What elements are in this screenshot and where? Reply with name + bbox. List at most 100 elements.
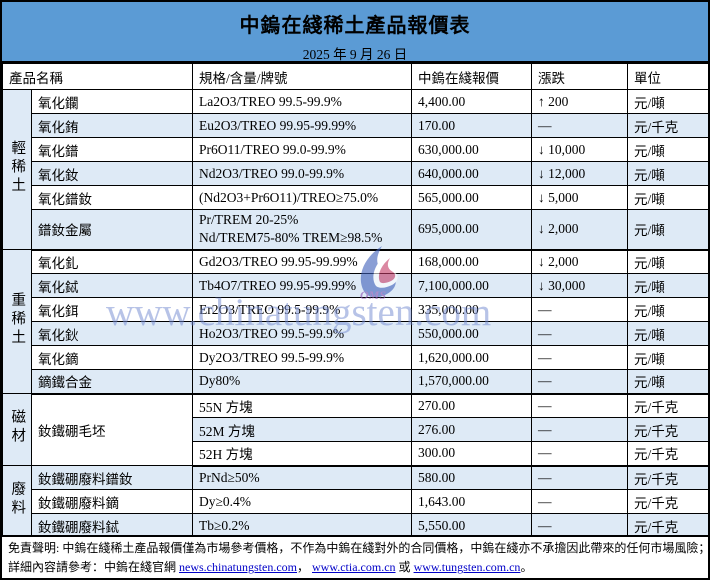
product-name: 氧化鏑 xyxy=(31,345,193,370)
table-row: 鐠釹金屬 Pr/TREM 20-25% Nd/TREM75-80% TREM≥9… xyxy=(3,209,708,251)
unit-cell: 元/噸 xyxy=(627,297,708,322)
table-row: 氧化鉺 Er2O3/TREO 99.5-99.9% 335,000.00 — 元… xyxy=(3,297,708,322)
disclaimer-footer: 免責聲明: 中鎢在綫稀土產品報價僅為市場參考價格，不作為中鎢在綫對外的合同價格，… xyxy=(2,535,708,578)
link-tungsten[interactable]: www.tungsten.com.cn xyxy=(413,560,521,575)
change-cell: — xyxy=(531,345,628,370)
table-row: 52H 方塊 300.00 — 元/千克 xyxy=(3,441,708,467)
price-cell: 565,000.00 xyxy=(411,185,532,210)
price-cell: 270.00 xyxy=(411,393,532,418)
price-cell: 580.00 xyxy=(411,465,532,490)
price-cell: 335,000.00 xyxy=(411,297,532,322)
link-ctia[interactable]: www.ctia.com.cn xyxy=(312,560,396,575)
product-name: 氧化鐠釹 xyxy=(31,185,193,210)
spec-cell: 55N 方塊 xyxy=(192,393,412,418)
price-cell: 550,000.00 xyxy=(411,321,532,346)
table-row: 氧化鐠釹 (Nd2O3+Pr6O11)/TREO≥75.0% 565,000.0… xyxy=(3,185,708,210)
table-row: 氧化鋱 Tb4O7/TREO 99.95-99.99% 7,100,000.00… xyxy=(3,273,708,298)
category-heavy-rare-earth: 重稀土 xyxy=(2,249,32,394)
price-cell: 7,100,000.00 xyxy=(411,273,532,298)
table-row: 氧化鈥 Ho2O3/TREO 99.5-99.9% 550,000.00 — 元… xyxy=(3,321,708,346)
unit-cell: 元/噸 xyxy=(627,321,708,346)
product-name: 釹鐵硼廢料鋱 xyxy=(31,513,193,538)
price-cell: 695,000.00 xyxy=(411,209,532,251)
product-name: 釹鐵硼毛坯 xyxy=(31,393,193,466)
price-cell: 640,000.00 xyxy=(411,161,532,186)
change-cell: — xyxy=(531,417,628,442)
unit-cell: 元/噸 xyxy=(627,137,708,162)
change-cell: ↓ 30,000 xyxy=(531,273,628,298)
spec-cell: Dy≥0.4% xyxy=(192,489,412,514)
product-name: 釹鐵硼廢料鐠釹 xyxy=(31,465,193,490)
unit-cell: 元/噸 xyxy=(627,89,708,114)
price-cell: 630,000.00 xyxy=(411,137,532,162)
change-cell: ↓ 5,000 xyxy=(531,185,628,210)
change-cell: — xyxy=(531,321,628,346)
table-row: 氧化鏑 Dy2O3/TREO 99.5-99.9% 1,620,000.00 —… xyxy=(3,345,708,370)
spec-cell: 52M 方塊 xyxy=(192,417,412,442)
category-scrap: 廢料 xyxy=(2,465,32,538)
table-header-row: 產品名稱 規格/含量/牌號 中鎢在綫報價 漲跌 單位 xyxy=(2,63,708,90)
product-name: 氧化釹 xyxy=(31,161,193,186)
category-magnet-material: 磁材 xyxy=(2,393,32,466)
price-cell: 300.00 xyxy=(411,441,532,467)
product-name: 氧化鈥 xyxy=(31,321,193,346)
spec-cell: Eu2O3/TREO 99.95-99.99% xyxy=(192,113,412,138)
price-cell: 168,000.00 xyxy=(411,249,532,274)
product-name: 氧化釓 xyxy=(31,249,193,274)
price-cell: 276.00 xyxy=(411,417,532,442)
table-row: 氧化銪 Eu2O3/TREO 99.95-99.99% 170.00 — 元/千… xyxy=(3,113,708,138)
product-name: 氧化銪 xyxy=(31,113,193,138)
spec-cell: (Nd2O3+Pr6O11)/TREO≥75.0% xyxy=(192,185,412,210)
link-news-chinatungsten[interactable]: news.chinatungsten.com xyxy=(179,560,297,575)
table-row: 鏑鐵合金 Dy80% 1,570,000.00 — 元/噸 xyxy=(3,369,708,395)
unit-cell: 元/千克 xyxy=(627,441,708,467)
spec-cell: Dy80% xyxy=(192,369,412,395)
change-cell: ↓ 2,000 xyxy=(531,209,628,251)
change-cell: ↓ 10,000 xyxy=(531,137,628,162)
change-cell: ↓ 2,000 xyxy=(531,249,628,274)
spec-cell: Nd2O3/TREO 99.0-99.9% xyxy=(192,161,412,186)
unit-cell: 元/噸 xyxy=(627,249,708,274)
change-cell: — xyxy=(531,465,628,490)
change-cell: ↓ 12,000 xyxy=(531,161,628,186)
change-cell: — xyxy=(531,393,628,418)
product-name: 鏑鐵合金 xyxy=(31,369,193,395)
unit-cell: 元/噸 xyxy=(627,185,708,210)
banner: 中鎢在綫稀土產品報價表 2025 年 9 月 26 日 xyxy=(2,2,708,63)
change-cell: — xyxy=(531,513,628,538)
spec-cell: Pr6O11/TREO 99.0-99.9% xyxy=(192,137,412,162)
category-light-rare-earth: 輕稀土 xyxy=(2,89,32,250)
table-row: 釹鐵硼廢料鏑 Dy≥0.4% 1,643.00 — 元/千克 xyxy=(3,489,708,514)
col-header-product: 產品名稱 xyxy=(2,63,193,90)
change-cell: ↑ 200 xyxy=(531,89,628,114)
spec-cell: Gd2O3/TREO 99.95-99.99% xyxy=(192,249,412,274)
unit-cell: 元/千克 xyxy=(627,465,708,490)
page-title: 中鎢在綫稀土產品報價表 xyxy=(239,15,471,37)
unit-cell: 元/千克 xyxy=(627,113,708,138)
unit-cell: 元/噸 xyxy=(627,161,708,186)
change-cell: — xyxy=(531,489,628,514)
col-header-price: 中鎢在綫報價 xyxy=(411,63,532,90)
spec-cell: La2O3/TREO 99.5-99.9% xyxy=(192,89,412,114)
unit-cell: 元/噸 xyxy=(627,345,708,370)
table-row: 氧化釹 Nd2O3/TREO 99.0-99.9% 640,000.00 ↓ 1… xyxy=(3,161,708,186)
spec-cell: 52H 方塊 xyxy=(192,441,412,467)
disclaimer-line1: 免責聲明: 中鎢在綫稀土產品報價僅為市場參考價格，不作為中鎢在綫對外的合同價格，… xyxy=(8,541,710,555)
spec-cell: Ho2O3/TREO 99.5-99.9% xyxy=(192,321,412,346)
col-header-spec: 規格/含量/牌號 xyxy=(192,63,412,90)
price-cell: 5,550.00 xyxy=(411,513,532,538)
product-name: 氧化鐠 xyxy=(31,137,193,162)
table-row: 釹鐵硼廢料鋱 Tb≥0.2% 5,550.00 — 元/千克 xyxy=(3,513,708,538)
change-cell: — xyxy=(531,369,628,395)
change-cell: — xyxy=(531,441,628,467)
report-date: 2025 年 9 月 26 日 xyxy=(302,47,408,62)
price-cell: 4,400.00 xyxy=(411,89,532,114)
unit-cell: 元/千克 xyxy=(627,393,708,418)
product-name: 釹鐵硼廢料鏑 xyxy=(31,489,193,514)
table-row: 磁材 釹鐵硼毛坯 55N 方塊 270.00 — 元/千克 xyxy=(2,393,708,466)
price-cell: 1,643.00 xyxy=(411,489,532,514)
table-row: 氧化鐠 Pr6O11/TREO 99.0-99.9% 630,000.00 ↓ … xyxy=(3,137,708,162)
change-cell: — xyxy=(531,113,628,138)
spec-cell: Tb4O7/TREO 99.95-99.99% xyxy=(192,273,412,298)
